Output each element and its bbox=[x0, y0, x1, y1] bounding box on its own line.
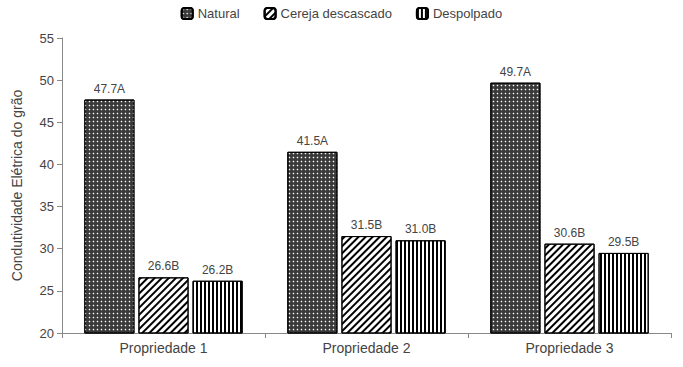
svg-text:30: 30 bbox=[40, 241, 54, 256]
svg-text:47.7A: 47.7A bbox=[94, 82, 125, 96]
svg-text:50: 50 bbox=[40, 73, 54, 88]
svg-text:45: 45 bbox=[40, 115, 54, 130]
svg-text:30.6B: 30.6B bbox=[554, 226, 585, 240]
svg-text:Propriedade 2: Propriedade 2 bbox=[323, 340, 411, 356]
svg-text:26.2B: 26.2B bbox=[202, 263, 233, 277]
svg-text:26.6B: 26.6B bbox=[148, 259, 179, 273]
svg-text:Cereja descascado: Cereja descascado bbox=[281, 6, 392, 21]
svg-text:55: 55 bbox=[40, 31, 54, 46]
svg-text:35: 35 bbox=[40, 199, 54, 214]
svg-text:40: 40 bbox=[40, 157, 54, 172]
svg-text:Despolpado: Despolpado bbox=[433, 6, 502, 21]
svg-text:Propriedade 3: Propriedade 3 bbox=[526, 340, 614, 356]
svg-text:31.0B: 31.0B bbox=[405, 222, 436, 236]
svg-text:29.5B: 29.5B bbox=[608, 235, 639, 249]
svg-text:41.5A: 41.5A bbox=[297, 134, 328, 148]
svg-text:Natural: Natural bbox=[198, 6, 240, 21]
svg-text:Condutividade Elétrica do grão: Condutividade Elétrica do grão bbox=[9, 90, 25, 282]
svg-text:31.5B: 31.5B bbox=[351, 218, 382, 232]
svg-text:Propriedade 1: Propriedade 1 bbox=[120, 340, 208, 356]
svg-text:25: 25 bbox=[40, 283, 54, 298]
svg-text:49.7A: 49.7A bbox=[500, 65, 531, 79]
svg-text:20: 20 bbox=[40, 326, 54, 341]
